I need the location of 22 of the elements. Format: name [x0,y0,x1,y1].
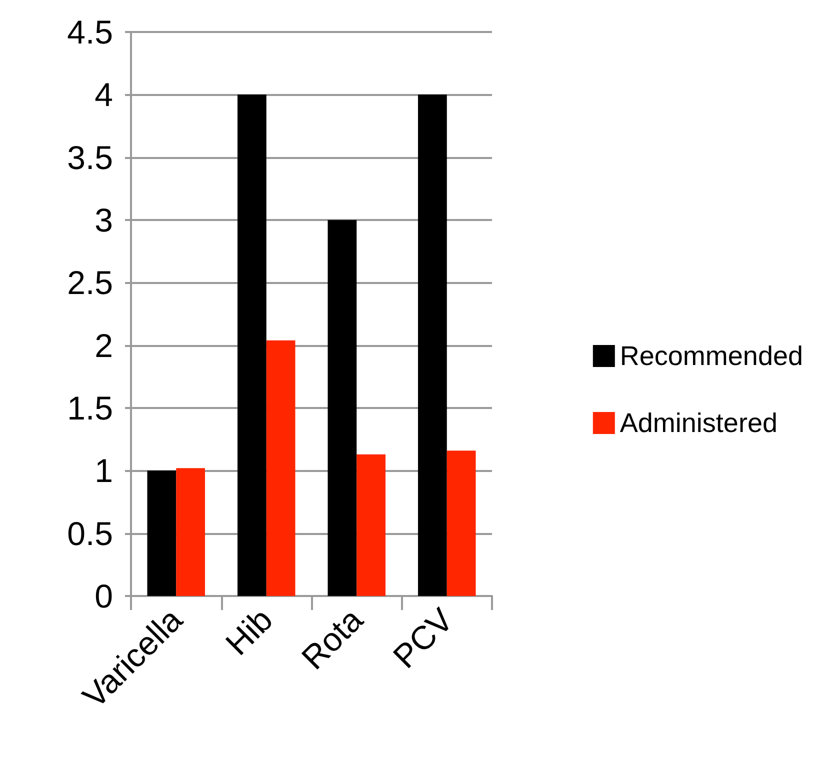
y-tick-label: 2 [94,326,113,364]
bar [446,450,476,596]
y-tick-label: 0.5 [67,514,113,552]
x-tick-label: Rota [294,600,370,676]
y-tick-label: 1.5 [67,390,113,426]
y-tick-label: 4 [94,76,113,114]
bar [266,340,296,596]
y-tick-label: 3.5 [67,138,113,176]
bar [418,94,447,596]
bar [176,468,206,596]
legend-label: Administered [620,408,778,438]
legend-label: Recommended [620,341,803,371]
bar [356,454,386,596]
y-tick-label: 1 [94,452,113,490]
y-tick-label: 2.5 [67,264,113,302]
y-tick-label: 0 [94,578,113,614]
y-tick-label: 3 [94,202,113,238]
y-tick-label: 4.5 [67,14,113,50]
bar [237,94,266,596]
x-tick-label: Hib [218,600,280,662]
bar [328,220,357,596]
bar [147,470,176,596]
